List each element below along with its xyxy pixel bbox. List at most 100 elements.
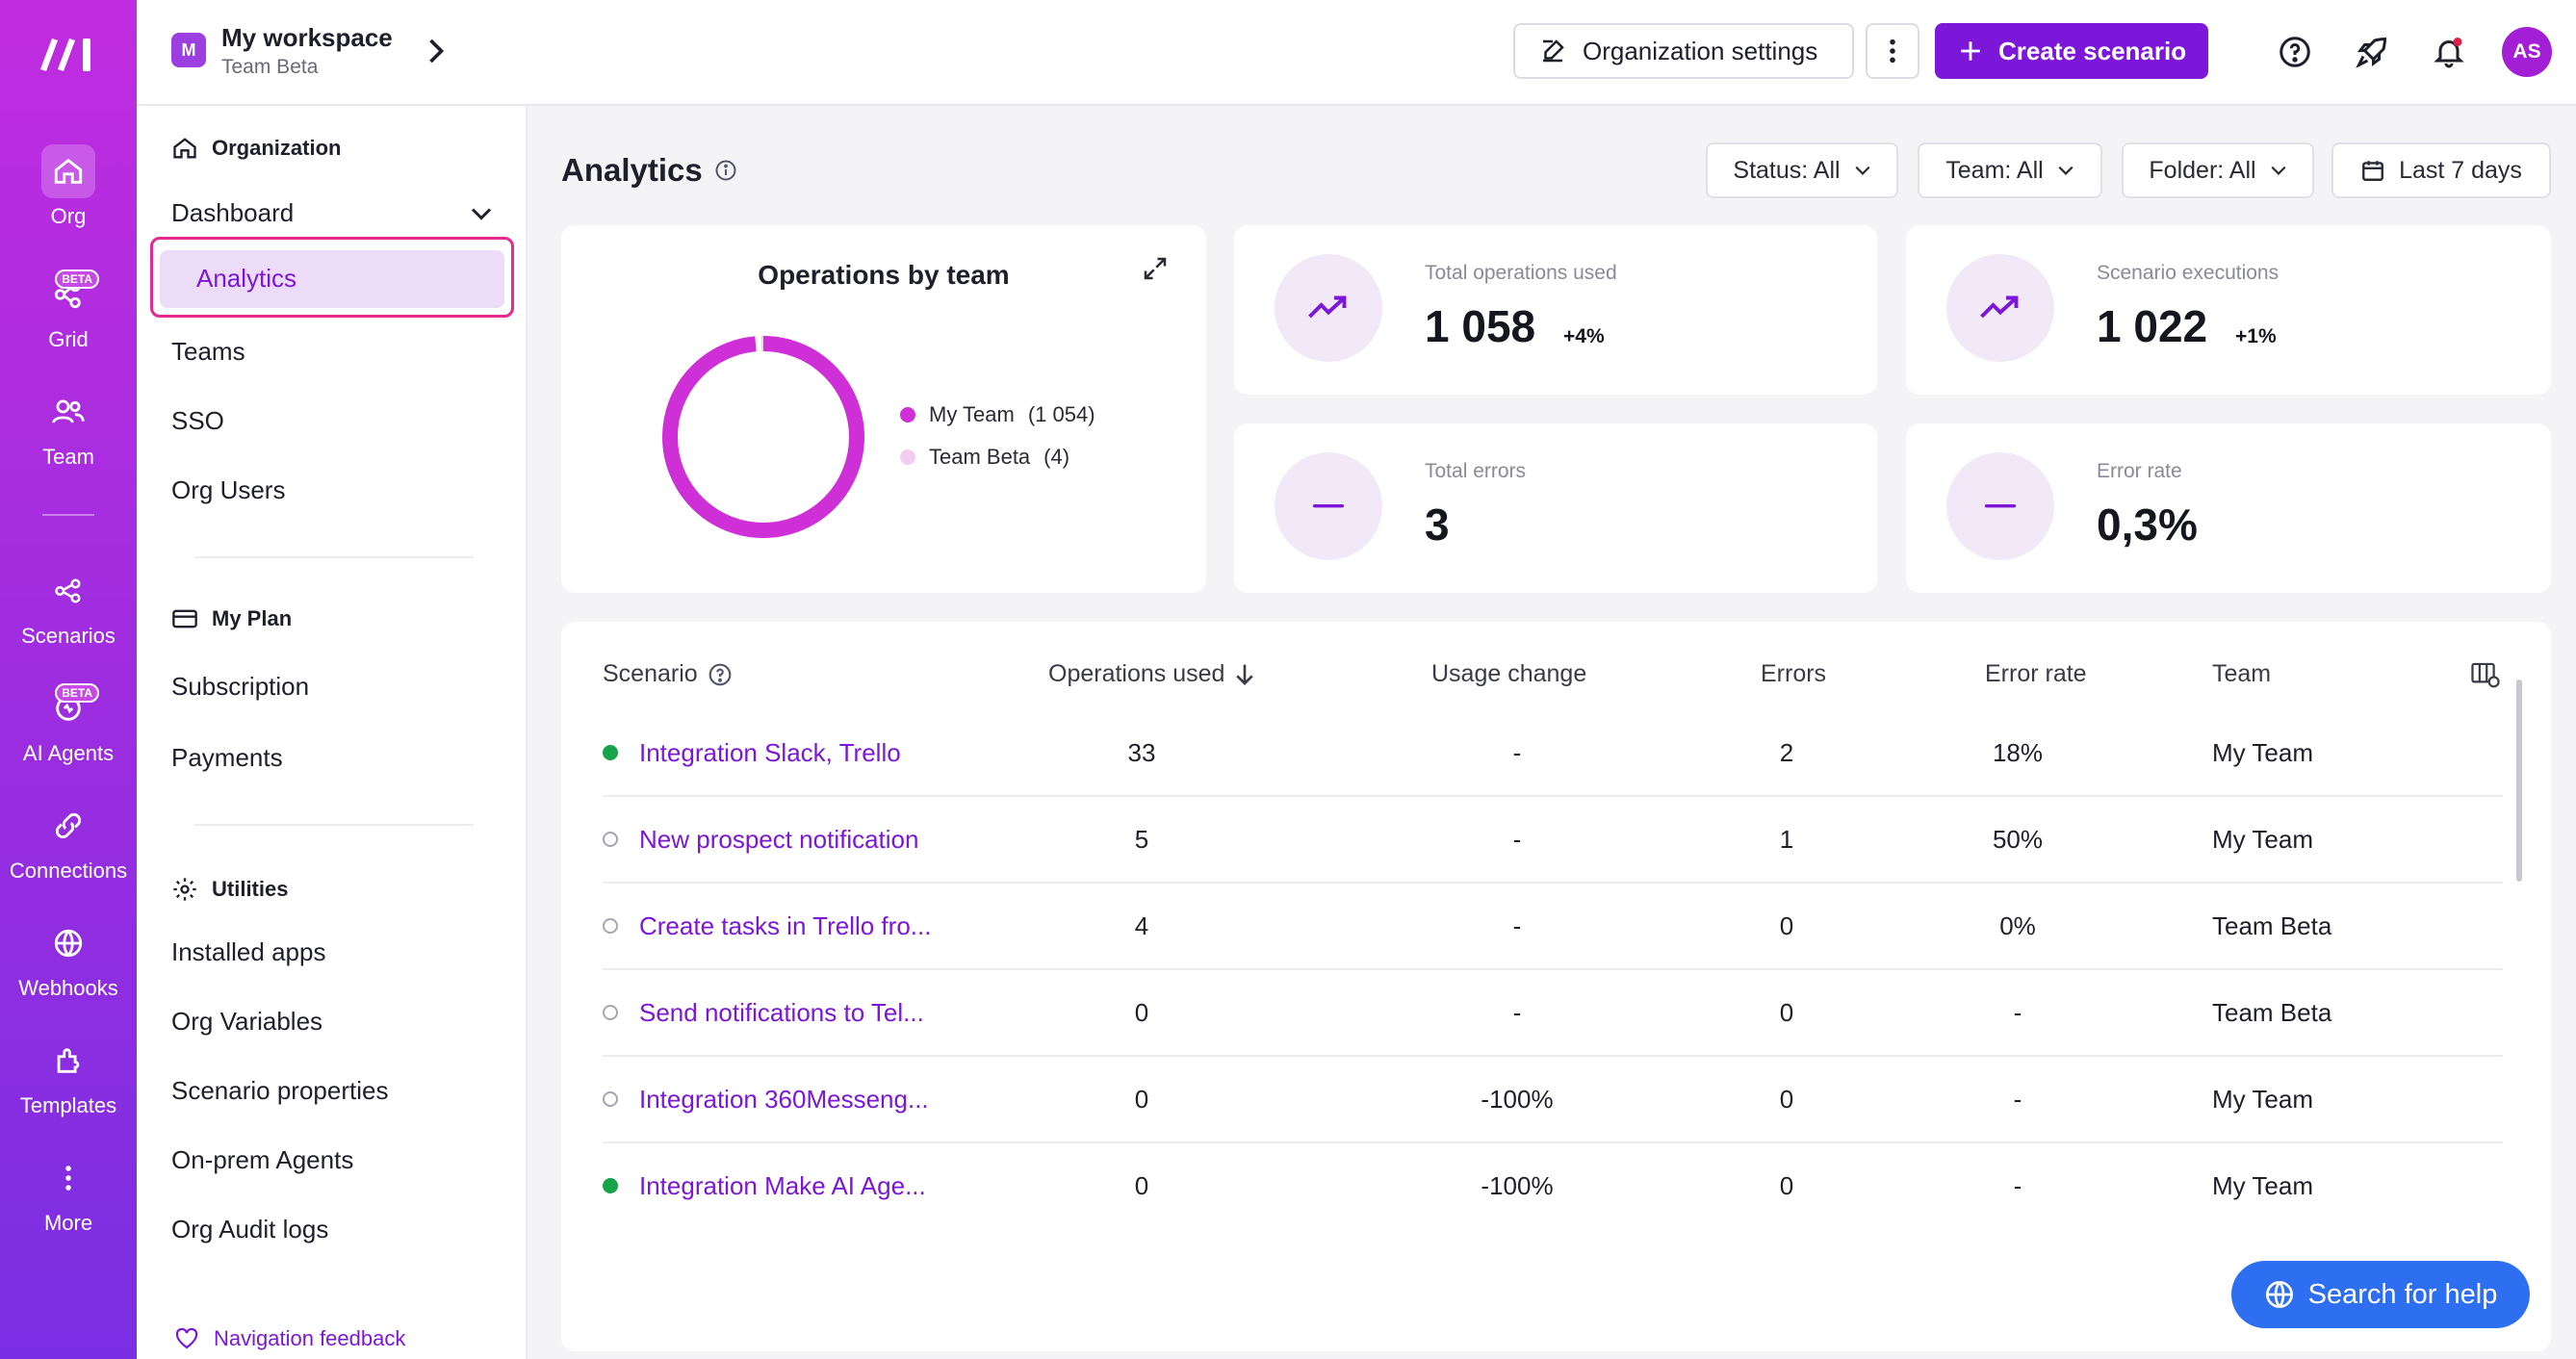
scenario-link[interactable]: Create tasks in Trello fro...	[639, 910, 932, 940]
trend-up-icon	[1275, 254, 1382, 362]
top-header: M My workspace Team Beta Organization se…	[137, 0, 2576, 106]
operations-cell: 0	[1134, 1084, 1149, 1114]
scenario-cell: Integration Slack, Trello	[603, 710, 1007, 795]
usage-change-cell: -	[1512, 997, 1522, 1027]
utilities-heading: Utilities	[171, 876, 288, 903]
scenario-cell: Integration Make AI Age...	[603, 1143, 1007, 1228]
search-for-help-button[interactable]: Search for help	[2231, 1261, 2530, 1328]
table-scrollbar[interactable]	[2516, 680, 2522, 882]
sidebar-item-org-variables[interactable]: Org Variables	[171, 1007, 323, 1036]
workspace-subtitle: Team Beta	[221, 56, 319, 78]
column-header-team[interactable]: Team	[2212, 660, 2271, 688]
date-range-filter[interactable]: Last 7 days	[2331, 142, 2551, 198]
sidebar-item-org-users[interactable]: Org Users	[171, 475, 286, 504]
workspace-avatar[interactable]: M	[171, 33, 206, 67]
more-icon	[41, 1151, 95, 1205]
scenario-cell: New prospect notification	[603, 797, 1007, 882]
scenario-link[interactable]: New prospect notification	[639, 824, 919, 854]
rail-item-scenarios[interactable]: Scenarios	[0, 564, 137, 649]
rail-label: More	[43, 1211, 93, 1235]
sidebar-item-org-audit-logs[interactable]: Org Audit logs	[171, 1215, 329, 1244]
table-row[interactable]: Send notifications to Tel... 0 - 0 - Tea…	[603, 970, 2503, 1057]
team-cell: My Team	[2212, 737, 2313, 767]
rocket-icon[interactable]	[2353, 33, 2391, 71]
user-avatar[interactable]: AS	[2502, 27, 2552, 77]
scenario-executions-change: +1%	[2235, 325, 2277, 347]
column-header-label: Error rate	[1985, 660, 2087, 687]
more-options-button[interactable]	[1866, 23, 1919, 79]
sidebar-item-payments[interactable]: Payments	[171, 743, 283, 772]
column-header-errors[interactable]: Errors	[1761, 660, 1826, 688]
rail-item-templates[interactable]: Templates	[0, 1034, 137, 1118]
analytics-focus-ring	[150, 237, 514, 318]
info-icon[interactable]	[714, 159, 737, 182]
sidebar-item-sso[interactable]: SSO	[171, 406, 224, 435]
rail-label: Scenarios	[21, 624, 116, 648]
grid-icon: BETA	[41, 268, 99, 321]
team-filter[interactable]: Team: All	[1918, 142, 2102, 198]
sidebar-item-subscription[interactable]: Subscription	[171, 672, 310, 701]
usage-change-cell: -100%	[1481, 1084, 1554, 1114]
table-row[interactable]: New prospect notification 5 - 1 50% My T…	[603, 797, 2503, 884]
rail-item-connections[interactable]: Connections	[0, 799, 137, 884]
status-dot	[603, 918, 618, 934]
error-rate-card: Error rate 0,3%	[1906, 423, 2551, 593]
column-header-usage-change[interactable]: Usage change	[1431, 660, 1586, 688]
table-row[interactable]: Integration Slack, Trello 33 - 2 18% My …	[603, 710, 2503, 797]
errors-cell: 2	[1779, 737, 1794, 767]
column-header-operations-used[interactable]: Operations used	[1048, 660, 1255, 688]
rail-label: AI Agents	[22, 741, 115, 765]
total-operations-card: Total operations used 1 058 +4%	[1234, 225, 1877, 395]
organization-heading-label: Organization	[212, 136, 342, 160]
legend-dot	[900, 407, 915, 423]
sidebar-item-analytics[interactable]	[160, 250, 504, 308]
rail-item-grid[interactable]: BETA Grid	[0, 268, 137, 352]
chevron-right-icon[interactable]	[425, 37, 447, 65]
folder-filter[interactable]: Folder: All	[2122, 142, 2314, 198]
rail-item-webhooks[interactable]: Webhooks	[0, 916, 137, 1001]
scenarios-icon	[41, 564, 95, 618]
help-icon[interactable]	[708, 662, 733, 687]
rail-item-more[interactable]: More	[0, 1151, 137, 1236]
my-plan-heading-label: My Plan	[212, 606, 293, 630]
table-row[interactable]: Create tasks in Trello fro... 4 - 0 0% T…	[603, 884, 2503, 970]
scenario-link[interactable]: Integration Make AI Age...	[639, 1170, 926, 1200]
expand-icon[interactable]	[1141, 254, 1170, 283]
column-header-error-rate[interactable]: Error rate	[1985, 660, 2087, 688]
rail-item-org[interactable]: Org	[0, 144, 137, 229]
navigation-feedback-link[interactable]: Navigation feedback	[175, 1326, 405, 1351]
rail-item-team[interactable]: Team	[0, 385, 137, 470]
sidebar-item-onprem-agents[interactable]: On-prem Agents	[171, 1145, 354, 1174]
organization-settings-button[interactable]: Organization settings	[1513, 23, 1854, 79]
sidebar-divider	[194, 824, 474, 826]
my-plan-heading: My Plan	[171, 606, 292, 631]
sidebar-divider	[194, 556, 474, 558]
scenario-link[interactable]: Send notifications to Tel...	[639, 997, 924, 1027]
page-title: Analytics	[561, 152, 737, 189]
help-icon[interactable]	[2276, 33, 2314, 71]
connections-icon	[41, 799, 95, 853]
workspace-title[interactable]: My workspace	[221, 23, 393, 52]
bell-icon[interactable]	[2430, 33, 2468, 71]
sidebar-item-dashboard[interactable]: Dashboard	[171, 198, 493, 228]
make-logo-icon[interactable]	[37, 33, 100, 73]
column-settings-icon[interactable]	[2470, 660, 2501, 689]
create-scenario-button[interactable]: Create scenario	[1935, 23, 2208, 79]
sidebar-item-teams[interactable]: Teams	[171, 337, 245, 366]
rail-label: Connections	[9, 859, 128, 883]
legend-item-my-team: My Team (1 054)	[900, 402, 1095, 427]
rail-item-ai-agents[interactable]: BETA AI Agents	[0, 681, 137, 766]
operations-cell: 4	[1134, 910, 1149, 940]
team-cell: Team Beta	[2212, 997, 2332, 1027]
sidebar-item-scenario-properties[interactable]: Scenario properties	[171, 1076, 389, 1105]
scenario-link[interactable]: Integration Slack, Trello	[639, 737, 901, 767]
app-rail: Org BETA Grid Team Scenarios BETA AI Age…	[0, 0, 137, 1359]
table-row[interactable]: Integration 360Messeng... 0 -100% 0 - My…	[603, 1057, 2503, 1143]
sidebar-item-installed-apps[interactable]: Installed apps	[171, 937, 326, 966]
usage-change-cell: -	[1512, 737, 1522, 767]
home-icon	[173, 138, 196, 159]
scenario-link[interactable]: Integration 360Messeng...	[639, 1084, 929, 1114]
status-filter[interactable]: Status: All	[1706, 142, 1898, 198]
globe-icon	[2265, 1281, 2293, 1308]
table-row[interactable]: Integration Make AI Age... 0 -100% 0 - M…	[603, 1143, 2503, 1230]
